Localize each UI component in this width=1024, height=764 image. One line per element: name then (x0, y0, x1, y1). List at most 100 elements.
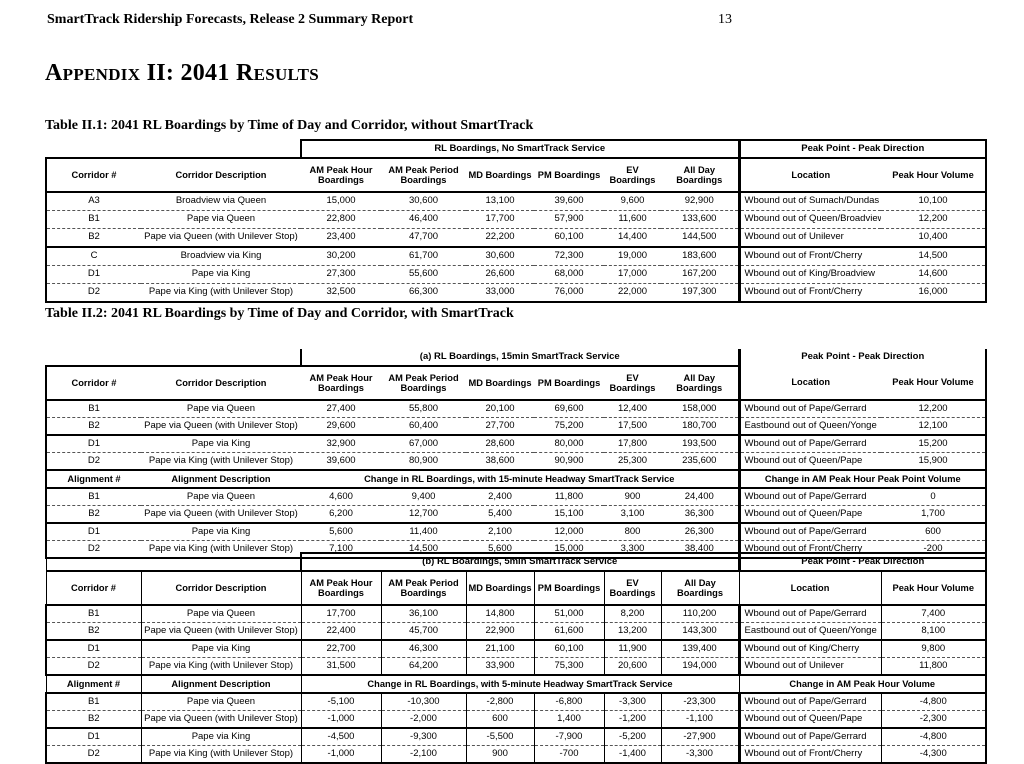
all-day-cell: 143,300 (660, 622, 740, 641)
ev-cell: 800 (604, 523, 661, 541)
md-cell: 2,100 (466, 523, 534, 541)
row-id-cell: B1 (45, 400, 141, 418)
ev-cell: 20,600 (603, 657, 661, 676)
location-cell: Wbound out of Pape/Gerrard (737, 488, 881, 506)
md-cell: 2,400 (466, 488, 534, 506)
location-cell: Wbound out of Pape/Gerrard (737, 605, 882, 623)
row-id-cell: A3 (45, 192, 141, 211)
col-header-peak-hour-volume: Peak Hour Volume (880, 570, 988, 606)
location-cell: Wbound out of Unilever (737, 228, 882, 248)
location-cell: Wbound out of Pape/Gerrard (737, 693, 882, 711)
col-header-am-peak-hour: AM Peak Hour Boardings (301, 157, 381, 193)
pm-cell: 76,000 (534, 283, 604, 303)
peak-volume-cell: 12,200 (881, 210, 988, 229)
ev-cell: 900 (604, 488, 661, 506)
am-peak-period-cell: 30,600 (381, 192, 466, 211)
md-cell: 28,600 (466, 435, 534, 453)
col-header-am-peak-period: AM Peak Period Boardings (380, 570, 466, 606)
am-peak-hour-cell: 15,000 (301, 192, 381, 211)
am-peak-period-cell: 60,400 (381, 417, 466, 436)
row-id-cell: C (45, 247, 141, 266)
all-day-cell: 167,200 (661, 265, 740, 284)
peak-volume-cell: 9,800 (880, 640, 988, 658)
table-row: D1 Pape via King 32,900 67,000 28,600 80,000 1… (45, 435, 988, 453)
am-peak-period-cell: 45,700 (380, 622, 466, 641)
col-header-am-peak-period: AM Peak Period Boardings (381, 157, 466, 193)
am-peak-period-cell: -9,300 (380, 728, 466, 746)
ev-cell: 13,200 (603, 622, 661, 641)
col-header-corridor-num: Corridor # (45, 365, 141, 401)
row-id-cell: B2 (45, 417, 141, 436)
row-id-cell: D1 (45, 640, 141, 658)
description-cell: Pape via King (140, 728, 301, 746)
col-header-alignment-num: Alignment # (45, 469, 141, 489)
pm-cell: 61,600 (533, 622, 604, 641)
col-header-alignment-num: Alignment # (45, 674, 141, 694)
table-ii2a-body: B1 Pape via Queen 27,400 55,800 20,100 69,600… (45, 400, 988, 471)
md-cell: 22,900 (465, 622, 534, 641)
pm-cell: 80,000 (534, 435, 604, 453)
am-peak-period-cell: -10,300 (380, 693, 466, 711)
table-ii2a-change-body: B1 Pape via Queen 4,600 9,400 2,400 11,800 900… (45, 488, 988, 559)
md-cell: 27,700 (466, 417, 534, 436)
col-header-location: Location (737, 157, 882, 193)
ev-cell: 17,800 (604, 435, 661, 453)
ev-cell: 17,000 (604, 265, 661, 284)
md-cell: 30,600 (466, 247, 534, 266)
table-row: B1 Pape via Queen 4,600 9,400 2,400 11,800 900… (45, 488, 988, 506)
am-peak-hour-cell: 22,400 (300, 622, 381, 641)
am-peak-hour-cell: 23,400 (301, 228, 381, 248)
table-ii1: RL Boardings, No SmartTrack Service Peak… (45, 139, 988, 303)
ev-cell: 12,400 (604, 400, 661, 418)
all-day-cell: 139,400 (660, 640, 740, 658)
boardings-span-header: RL Boardings, No SmartTrack Service (299, 139, 740, 158)
location-cell: Eastbound out of Queen/Yonge (737, 417, 881, 436)
all-day-cell: 36,300 (661, 505, 739, 524)
all-day-cell: 92,900 (661, 192, 740, 211)
pm-cell: 60,100 (534, 228, 604, 248)
ev-cell: 8,200 (603, 605, 661, 623)
row-id-cell: B1 (45, 693, 141, 711)
document-header: SmartTrack Ridership Forecasts, Release … (47, 12, 977, 28)
description-cell: Pape via Queen (141, 488, 301, 506)
am-peak-hour-cell: -1,000 (300, 710, 381, 729)
md-cell: 14,800 (465, 605, 534, 623)
row-id-cell: D2 (45, 283, 141, 303)
ev-cell: 11,900 (603, 640, 661, 658)
peak-volume-cell: 600 (881, 523, 988, 541)
pm-cell: -6,800 (533, 693, 604, 711)
row-id-cell: B2 (45, 710, 141, 729)
pm-cell: 15,100 (534, 505, 604, 524)
table-ii1-body: A3 Broadview via Queen 15,000 30,600 13,100 3… (45, 192, 988, 303)
pm-cell: -7,900 (533, 728, 604, 746)
all-day-cell: -3,300 (660, 745, 740, 764)
col-header-corridor-desc: Corridor Description (141, 157, 301, 193)
peak-volume-cell: -4,800 (880, 728, 988, 746)
table-ii1-header: RL Boardings, No SmartTrack Service Peak… (45, 139, 988, 193)
description-cell: Pape via Queen (with Unilever Stop) (141, 417, 301, 436)
col-header-peak-hour-volume: Peak Hour Volume (881, 366, 988, 401)
ev-cell: 3,100 (604, 505, 661, 524)
table-ii2-caption: Table II.2: 2041 RL Boardings by Time of… (45, 306, 514, 321)
description-cell: Pape via King (141, 523, 301, 541)
all-day-cell: 235,600 (661, 452, 739, 471)
table-ii2b-header: (b) RL Boardings, 5min SmartTrack Servic… (45, 552, 988, 606)
location-cell: Wbound out of Pape/Gerrard (737, 435, 881, 453)
col-header-all-day: All Day Boardings (661, 157, 740, 193)
span-header-row: (a) RL Boardings, 15min SmartTrack Servi… (46, 349, 988, 366)
table-row: D1 Pape via King 27,300 55,600 26,600 68,000 1… (45, 265, 988, 284)
description-cell: Pape via Queen (with Unilever Stop) (140, 622, 301, 641)
all-day-cell: 180,700 (661, 417, 739, 436)
all-day-cell: 197,300 (661, 283, 740, 303)
description-cell: Pape via King (with Unilever Stop) (140, 745, 301, 764)
description-cell: Pape via King (with Unilever Stop) (141, 452, 301, 471)
location-cell: Wbound out of Queen/Pape (737, 505, 881, 524)
table-ii2b-change-body: B1 Pape via Queen -5,100 -10,300 -2,800 -6,80… (45, 693, 988, 764)
am-peak-hour-cell: 30,200 (301, 247, 381, 266)
table-row: D2 Pape via King (with Unilever Stop) 32,5… (45, 283, 988, 303)
pm-cell: 75,200 (534, 417, 604, 436)
change-header-row: Alignment # Alignment Description Change… (45, 469, 988, 489)
row-id-cell: D1 (45, 265, 141, 284)
location-cell: Wbound out of Front/Cherry (737, 745, 882, 764)
ev-cell: 14,400 (604, 228, 661, 248)
